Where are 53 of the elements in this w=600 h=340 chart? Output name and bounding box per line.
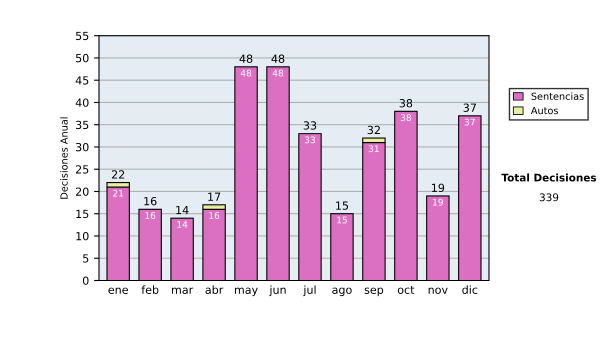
data-label: 21 <box>113 190 124 197</box>
total-label: 32 <box>368 126 380 134</box>
x-tick-label: ene <box>108 288 128 294</box>
x-tick-label: ago <box>332 288 352 296</box>
data-label: 33 <box>304 136 316 144</box>
data-label: 16 <box>209 212 220 219</box>
legend-label: Autos <box>530 106 558 114</box>
data-label: 37 <box>464 118 475 126</box>
y-tick-label: 25 <box>76 165 88 174</box>
x-tick-label: oct <box>398 286 414 294</box>
text: Total Decisiones <box>501 173 596 182</box>
total-label: 22 <box>112 170 124 178</box>
total-label: 17 <box>208 192 220 201</box>
text: 339 <box>540 193 558 202</box>
x-tick-label: jun <box>269 285 286 296</box>
total-label: 37 <box>464 103 476 112</box>
data-label: 38 <box>400 114 412 122</box>
total-label: 33 <box>304 121 316 130</box>
y-tick-label: 10 <box>76 232 89 240</box>
data-label: 16 <box>145 212 156 219</box>
data-label: 48 <box>272 70 284 77</box>
y-tick-label: 30 <box>76 142 89 152</box>
y-axis-title: Decisiones Anual <box>60 117 68 199</box>
total-label: 15 <box>336 202 348 210</box>
data-label: 19 <box>433 198 443 206</box>
data-label: 31 <box>368 145 379 152</box>
y-tick-label: 0 <box>82 276 89 285</box>
legend-label: Sentencias <box>531 92 584 100</box>
total-label: 19 <box>432 184 444 192</box>
x-tick-label: abr <box>206 285 224 294</box>
y-tick-label: 35 <box>76 120 88 130</box>
x-tick-label: sep <box>364 288 384 296</box>
y-tick-label: 20 <box>76 187 89 196</box>
data-label: 15 <box>337 216 347 224</box>
total-label: 16 <box>144 196 157 206</box>
data-label: 14 <box>177 221 188 228</box>
y-tick-label: 5 <box>83 254 88 263</box>
total-label: 48 <box>240 54 252 63</box>
total-label: 38 <box>400 99 412 108</box>
x-tick-label: may <box>234 288 258 296</box>
data-label: 48 <box>240 70 252 77</box>
x-tick-label: jul <box>303 285 316 296</box>
y-tick-label: 40 <box>76 98 89 107</box>
total-label: 48 <box>271 54 284 63</box>
x-tick-label: dic <box>462 285 478 294</box>
x-tick-label: feb <box>142 285 158 294</box>
y-tick-label: 15 <box>76 210 88 218</box>
x-tick-label: mar <box>172 288 194 294</box>
x-tick-label: nov <box>428 288 448 294</box>
total-label: 14 <box>176 206 189 214</box>
y-tick-label: 50 <box>76 54 89 62</box>
y-tick-label: 55 <box>76 32 88 40</box>
y-tick-label: 45 <box>76 76 88 85</box>
